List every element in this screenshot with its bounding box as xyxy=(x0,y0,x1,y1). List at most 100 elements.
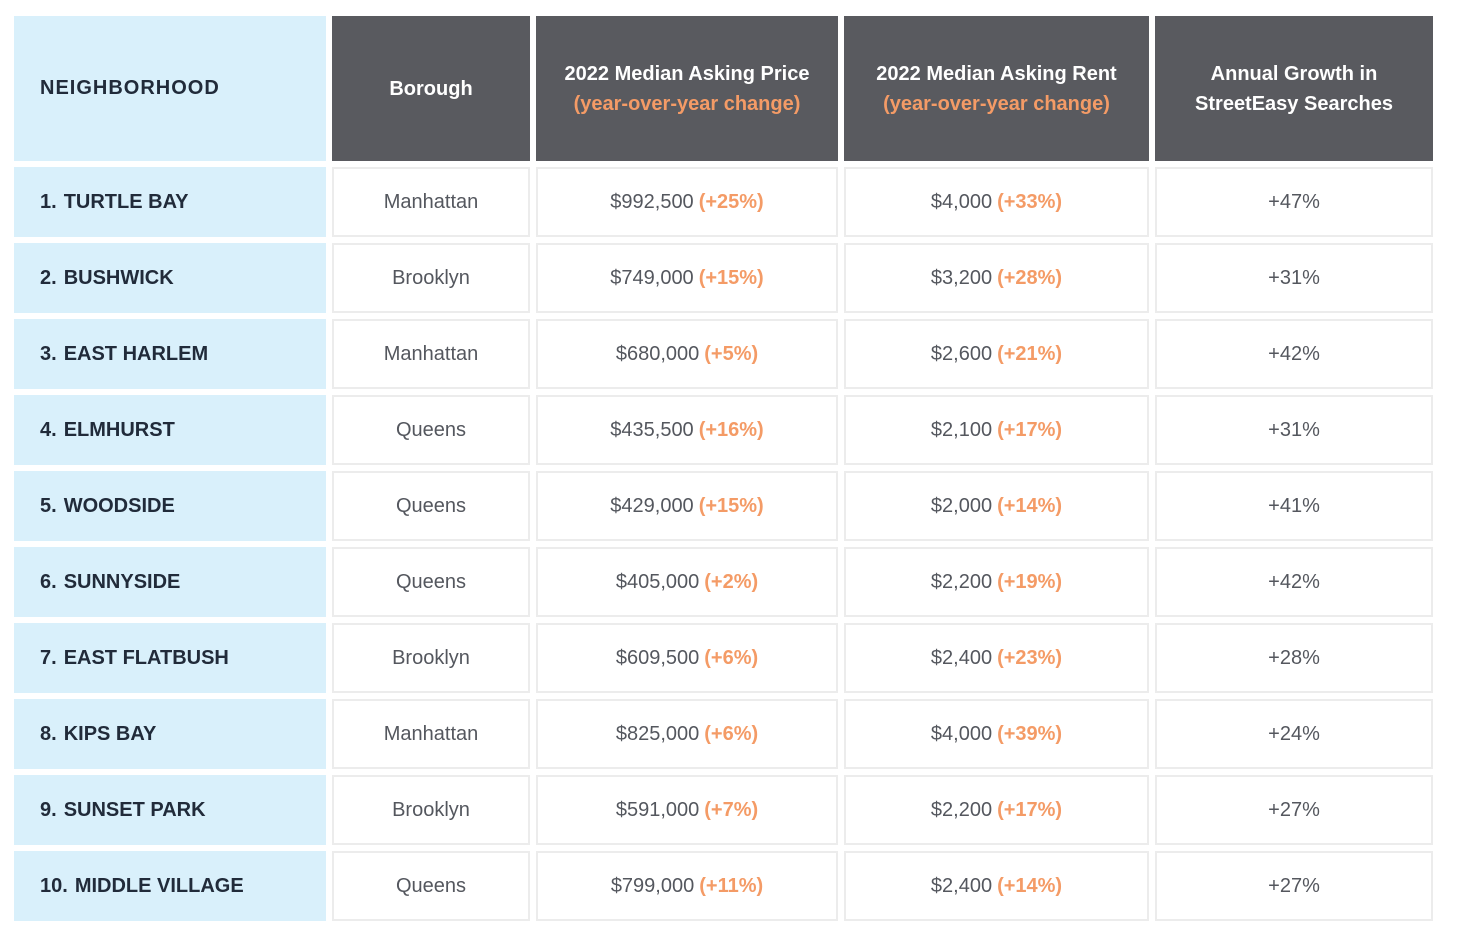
price-cell: $680,000 (+5%) xyxy=(536,319,838,389)
neighborhood-name: TURTLE BAY xyxy=(63,190,189,213)
rank-number: 8. xyxy=(40,722,57,745)
rent-value: $2,200 xyxy=(930,798,993,821)
neighborhood-cell: 8. KIPS BAY xyxy=(14,699,326,769)
column-header-price: 2022 Median Asking Price (year-over-year… xyxy=(536,16,838,161)
rent-change: (+17%) xyxy=(997,798,1063,821)
rent-value: $2,200 xyxy=(930,570,993,593)
price-cell: $405,000 (+2%) xyxy=(536,547,838,617)
rank-number: 5. xyxy=(40,494,57,517)
rank-number: 7. xyxy=(40,646,57,669)
borough-cell: Manhattan xyxy=(332,167,530,237)
rank-number: 9. xyxy=(40,798,57,821)
rent-value: $3,200 xyxy=(930,266,993,289)
neighborhood-cell: 10. MIDDLE VILLAGE xyxy=(14,851,326,921)
price-cell: $609,500 (+6%) xyxy=(536,623,838,693)
table-row: 10. MIDDLE VILLAGE Queens $799,000 (+11%) … xyxy=(14,851,1433,921)
search-growth-cell: +27% xyxy=(1155,775,1433,845)
table-row: 5. WOODSIDE Queens $429,000 (+15%) $2,000(… xyxy=(14,471,1433,541)
header-row: NEIGHBORHOOD Borough 2022 Median Asking … xyxy=(14,16,1433,161)
neighborhood-name: MIDDLE VILLAGE xyxy=(74,874,244,897)
neighborhood-name: EAST FLATBUSH xyxy=(63,646,229,669)
rent-cell: $2,100 (+17%) xyxy=(844,395,1149,465)
borough-cell: Brooklyn xyxy=(332,243,530,313)
column-header-borough: Borough xyxy=(332,16,530,161)
borough-cell: Queens xyxy=(332,471,530,541)
neighborhood-cell: 2. BUSHWICK xyxy=(14,243,326,313)
price-value: $405,000 xyxy=(615,570,700,593)
rent-cell: $2,600 (+21%) xyxy=(844,319,1149,389)
rent-change: (+28%) xyxy=(997,266,1063,289)
price-change: (+7%) xyxy=(704,798,759,821)
rent-change: (+21%) xyxy=(997,342,1063,365)
neighborhood-cell: 7. EAST FLATBUSH xyxy=(14,623,326,693)
neighborhood-name: SUNSET PARK xyxy=(63,798,206,821)
column-header-rent-label: 2022 Median Asking Rent xyxy=(876,62,1117,85)
neighborhood-name: ELMHURST xyxy=(63,418,175,441)
price-change: (+25%) xyxy=(698,190,764,213)
price-value: $609,500 xyxy=(615,646,700,669)
table-row: 8. KIPS BAY Manhattan $825,000 (+6%) $4,00… xyxy=(14,699,1433,769)
price-value: $680,000 xyxy=(615,342,700,365)
neighborhood-name: BUSHWICK xyxy=(63,266,174,289)
neighborhood-name: WOODSIDE xyxy=(63,494,175,517)
rent-change: (+33%) xyxy=(997,190,1063,213)
price-cell: $799,000 (+11%) xyxy=(536,851,838,921)
rent-cell: $2,200 (+17%) xyxy=(844,775,1149,845)
price-change: (+15%) xyxy=(698,494,764,517)
neighborhood-ranking-table: NEIGHBORHOOD Borough 2022 Median Asking … xyxy=(8,10,1439,927)
borough-cell: Queens xyxy=(332,851,530,921)
rent-value: $2,600 xyxy=(930,342,993,365)
rent-change: (+14%) xyxy=(997,494,1063,517)
price-change: (+15%) xyxy=(698,266,764,289)
column-header-search-growth: Annual Growth in StreetEasy Searches xyxy=(1155,16,1433,161)
neighborhood-cell: 6. SUNNYSIDE xyxy=(14,547,326,617)
rent-cell: $3,200 (+28%) xyxy=(844,243,1149,313)
neighborhood-ranking-table-container: NEIGHBORHOOD Borough 2022 Median Asking … xyxy=(8,10,1439,927)
rent-change: (+23%) xyxy=(997,646,1063,669)
rent-change: (+17%) xyxy=(997,418,1063,441)
search-growth-cell: +42% xyxy=(1155,547,1433,617)
rent-value: $2,100 xyxy=(930,418,993,441)
price-change: (+6%) xyxy=(704,722,759,745)
rent-cell: $2,400 (+14%) xyxy=(844,851,1149,921)
neighborhood-name: EAST HARLEM xyxy=(63,342,209,365)
rent-cell: $4,000 (+33%) xyxy=(844,167,1149,237)
rank-number: 6. xyxy=(40,570,57,593)
rank-number: 1. xyxy=(40,190,57,213)
neighborhood-cell: 5. WOODSIDE xyxy=(14,471,326,541)
column-header-rent-sublabel: (year-over-year change) xyxy=(883,92,1110,115)
rent-cell: $2,400 (+23%) xyxy=(844,623,1149,693)
column-header-price-label: 2022 Median Asking Price xyxy=(564,62,810,85)
price-value: $435,500 xyxy=(610,418,694,441)
borough-cell: Manhattan xyxy=(332,319,530,389)
price-change: (+6%) xyxy=(704,646,759,669)
table-row: 3. EAST HARLEM Manhattan $680,000 (+5%) $2… xyxy=(14,319,1433,389)
price-change: (+2%) xyxy=(704,570,759,593)
borough-cell: Brooklyn xyxy=(332,623,530,693)
rent-change: (+19%) xyxy=(997,570,1063,593)
price-value: $429,000 xyxy=(610,494,694,517)
rent-change: (+39%) xyxy=(997,722,1063,745)
price-change: (+11%) xyxy=(699,874,764,897)
column-header-price-sublabel: (year-over-year change) xyxy=(573,92,801,115)
neighborhood-cell: 4. ELMHURST xyxy=(14,395,326,465)
rent-change: (+14%) xyxy=(997,874,1063,897)
table-row: 9. SUNSET PARK Brooklyn $591,000 (+7%) $2,… xyxy=(14,775,1433,845)
neighborhood-cell: 9. SUNSET PARK xyxy=(14,775,326,845)
search-growth-cell: +27% xyxy=(1155,851,1433,921)
table-row: 2. BUSHWICK Brooklyn $749,000 (+15%) $3,20… xyxy=(14,243,1433,313)
price-cell: $591,000 (+7%) xyxy=(536,775,838,845)
price-cell: $435,500 (+16%) xyxy=(536,395,838,465)
rank-number: 4. xyxy=(40,418,57,441)
borough-cell: Brooklyn xyxy=(332,775,530,845)
table-row: 4. ELMHURST Queens $435,500 (+16%) $2,100(… xyxy=(14,395,1433,465)
rank-number: 10. xyxy=(40,874,68,897)
search-growth-cell: +47% xyxy=(1155,167,1433,237)
search-growth-cell: +31% xyxy=(1155,395,1433,465)
rent-cell: $4,000 (+39%) xyxy=(844,699,1149,769)
column-header-neighborhood: NEIGHBORHOOD xyxy=(14,16,326,161)
search-growth-cell: +24% xyxy=(1155,699,1433,769)
rent-value: $4,000 xyxy=(930,722,993,745)
table-row: 7. EAST FLATBUSH Brooklyn $609,500 (+6%) $… xyxy=(14,623,1433,693)
neighborhood-cell: 1. TURTLE BAY xyxy=(14,167,326,237)
